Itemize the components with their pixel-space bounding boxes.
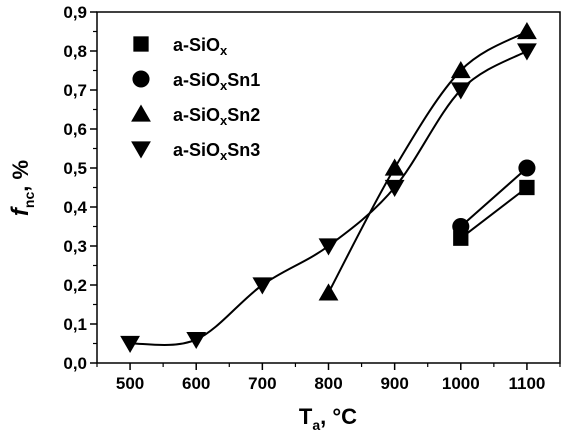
y-tick-label: 0,9: [63, 3, 87, 22]
y-axis-label-sub: nc: [21, 192, 37, 209]
y-tick-label: 0,7: [63, 81, 87, 100]
data-point-triangle-down: [318, 238, 339, 256]
y-tick-label: 0,6: [63, 120, 87, 139]
y-tick-label: 0,8: [63, 42, 87, 61]
y-tick-label: 0,3: [63, 237, 87, 256]
data-point-square: [453, 230, 469, 246]
x-tick-label: 900: [380, 374, 408, 393]
data-point-triangle-up: [318, 283, 339, 301]
x-tick-label: 1000: [442, 374, 480, 393]
legend-marker-triangle-up: [131, 104, 151, 122]
series-markers: [120, 22, 537, 353]
legend-label-tail: Sn3: [227, 140, 260, 160]
legend-label: a-SiOxSn3: [173, 140, 260, 163]
y-tick-label: 0,2: [63, 276, 87, 295]
legend-label-sub: x: [220, 78, 228, 93]
legend-label-sub: x: [220, 43, 228, 58]
x-axis-label-sub: a: [312, 417, 320, 433]
data-point-circle: [518, 159, 536, 177]
x-axis-label-main: T: [299, 404, 313, 429]
data-point-triangle-down: [384, 179, 405, 197]
data-point-circle: [452, 217, 470, 236]
y-tick-label: 0,4: [63, 198, 87, 217]
legend-label-sub: x: [220, 113, 228, 128]
y-axis-label-main: f: [7, 206, 34, 216]
legend-label-main: a-SiO: [173, 140, 220, 160]
x-tick-label: 700: [248, 374, 276, 393]
legend-label: a-SiOxSn2: [173, 105, 260, 128]
data-point-triangle-down: [120, 335, 140, 353]
y-tick-label: 0,5: [63, 159, 87, 178]
data-point-triangle-down: [517, 43, 537, 61]
legend-marker-circle: [132, 70, 150, 88]
legend-label-tail: Sn2: [227, 105, 260, 125]
data-point-triangle-up: [384, 158, 405, 176]
data-point-triangle-down: [252, 277, 273, 295]
data-point-triangle-down: [450, 82, 471, 100]
legend-marker-triangle-down: [131, 141, 151, 159]
x-axis-label-tail: , °C: [320, 404, 357, 429]
legend-marker-square: [133, 36, 149, 52]
axis-ticks: [90, 11, 561, 370]
x-axis-label: Ta, °C: [299, 404, 357, 433]
x-tick-label: 600: [182, 374, 210, 393]
plot-frame: [96, 11, 561, 364]
y-axis-label: fnc, %: [7, 160, 37, 216]
axis-tick-labels: 500 600 700 800 900 1000 1100 0,0 0,1 0,2 0,3 0,4 0,…: [63, 3, 545, 393]
data-point-triangle-up: [450, 61, 471, 79]
legend-label-sub: x: [220, 148, 228, 163]
series-line-a-SiOxSn1: [460, 167, 528, 228]
data-point-square: [519, 179, 535, 196]
legend-label-main: a-SiO: [173, 70, 220, 90]
y-tick-label: 0,1: [63, 315, 87, 334]
legend-label-main: a-SiO: [173, 35, 220, 55]
x-tick-label: 800: [314, 374, 342, 393]
series-line-a-SiOxSn3: [130, 50, 528, 347]
legend-label: a-SiOx: [173, 35, 228, 58]
legend-label: a-SiOxSn1: [173, 70, 260, 93]
x-tick-label: 500: [116, 374, 144, 393]
series-line-a-SiOx: [460, 186, 528, 239]
y-tick-label: 0,0: [63, 354, 87, 373]
legend-label-tail: Sn1: [227, 70, 260, 90]
data-point-triangle-down: [186, 331, 207, 350]
data-point-triangle-up: [517, 22, 537, 40]
y-axis-label-tail: , %: [8, 160, 33, 192]
x-tick-label: 1100: [508, 374, 545, 393]
legend-label-main: a-SiO: [173, 105, 220, 125]
series-line-a-SiOxSn2: [327, 30, 528, 294]
